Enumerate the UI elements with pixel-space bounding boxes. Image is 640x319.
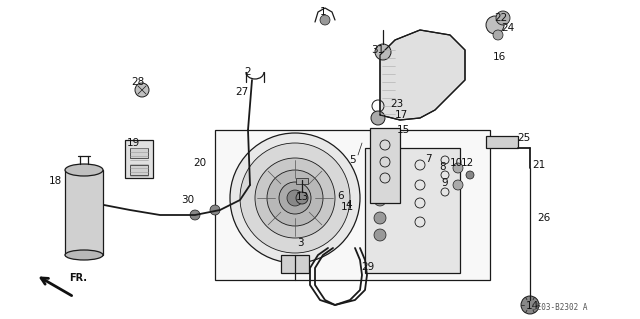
Circle shape — [255, 158, 335, 238]
Text: FR.: FR. — [69, 273, 87, 283]
Circle shape — [279, 182, 311, 214]
Circle shape — [374, 194, 386, 206]
Bar — [125, 140, 153, 178]
Text: 15: 15 — [396, 125, 410, 135]
Text: 6: 6 — [338, 191, 344, 201]
Text: 4: 4 — [346, 200, 352, 210]
Text: 19: 19 — [126, 138, 140, 148]
Bar — [130, 165, 148, 175]
Circle shape — [371, 111, 385, 125]
Text: 17: 17 — [394, 110, 408, 120]
Text: 31: 31 — [371, 45, 385, 55]
Ellipse shape — [65, 164, 103, 176]
Ellipse shape — [65, 250, 103, 260]
Circle shape — [521, 296, 539, 314]
Text: 3: 3 — [297, 238, 303, 248]
Circle shape — [466, 171, 474, 179]
Text: 1: 1 — [320, 7, 326, 17]
Text: 10: 10 — [449, 158, 463, 168]
Circle shape — [374, 177, 386, 189]
Circle shape — [287, 190, 303, 206]
Text: SE03-B2302 A: SE03-B2302 A — [532, 303, 588, 313]
Text: 8: 8 — [440, 162, 446, 172]
Text: 22: 22 — [494, 13, 508, 23]
Circle shape — [230, 133, 360, 263]
Text: 13: 13 — [296, 192, 308, 202]
Text: 24: 24 — [501, 23, 515, 33]
Text: 7: 7 — [425, 154, 431, 164]
Text: 23: 23 — [390, 99, 404, 109]
Text: 11: 11 — [340, 202, 354, 212]
Polygon shape — [380, 30, 465, 120]
Text: 27: 27 — [236, 87, 248, 97]
Circle shape — [453, 180, 463, 190]
Circle shape — [296, 192, 308, 204]
Text: 20: 20 — [193, 158, 207, 168]
Text: 12: 12 — [460, 158, 474, 168]
Bar — [296, 178, 308, 184]
Circle shape — [374, 159, 386, 171]
Text: 28: 28 — [131, 77, 145, 87]
Circle shape — [496, 11, 510, 25]
Circle shape — [190, 210, 200, 220]
Bar — [130, 148, 148, 158]
Circle shape — [210, 205, 220, 215]
Bar — [65, 170, 103, 255]
Text: 16: 16 — [492, 52, 506, 62]
Bar — [365, 148, 460, 273]
Bar — [281, 255, 309, 273]
Text: 21: 21 — [532, 160, 546, 170]
Circle shape — [486, 16, 504, 34]
Bar — [215, 130, 490, 280]
Circle shape — [375, 44, 391, 60]
Bar — [486, 136, 518, 148]
Text: 26: 26 — [538, 213, 550, 223]
Circle shape — [320, 15, 330, 25]
Circle shape — [453, 163, 463, 173]
Text: 29: 29 — [362, 262, 374, 272]
Text: 5: 5 — [349, 155, 355, 165]
Text: 25: 25 — [517, 133, 531, 143]
Circle shape — [374, 212, 386, 224]
Circle shape — [240, 143, 350, 253]
Circle shape — [493, 30, 503, 40]
Text: 30: 30 — [181, 195, 195, 205]
Circle shape — [374, 229, 386, 241]
Text: 2: 2 — [244, 67, 252, 77]
Bar — [370, 128, 400, 203]
Text: 14: 14 — [525, 301, 539, 311]
Circle shape — [135, 83, 149, 97]
Circle shape — [267, 170, 323, 226]
Text: 9: 9 — [442, 178, 448, 188]
Text: 18: 18 — [49, 176, 61, 186]
